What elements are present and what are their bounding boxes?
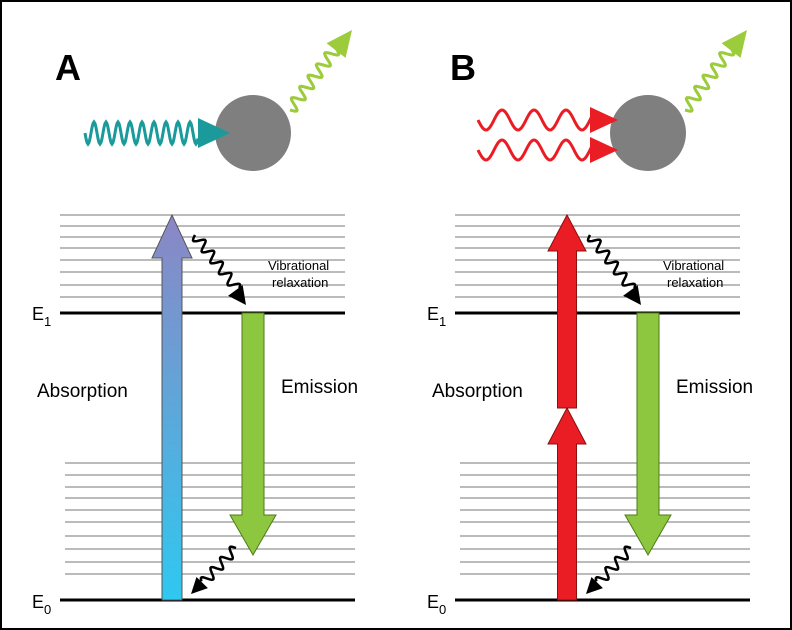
relaxation-label: relaxation <box>667 275 723 290</box>
relaxation-head <box>228 285 246 305</box>
panel-label: A <box>55 47 81 88</box>
level-label: E1 <box>32 304 51 329</box>
absorption-arrow <box>151 213 193 601</box>
relaxation-head <box>191 576 208 594</box>
emission-arrow <box>229 312 277 557</box>
emission-label: Emission <box>281 377 358 398</box>
level-subscript: 0 <box>439 602 446 617</box>
level-symbol: E <box>427 304 439 324</box>
relaxation-head <box>586 576 603 594</box>
molecule <box>215 95 291 171</box>
level-symbol: E <box>427 592 439 612</box>
incoming-photon-head <box>590 107 618 133</box>
relaxation-path <box>586 234 637 289</box>
level-symbol: E <box>32 592 44 612</box>
incoming-photon <box>476 138 594 162</box>
relaxation-label: relaxation <box>272 275 328 290</box>
level-label: E0 <box>32 592 51 617</box>
incoming-photon-head <box>198 118 230 148</box>
relaxation-label: Vibrational <box>268 258 329 273</box>
level-subscript: 1 <box>439 314 446 329</box>
incoming-photon-head <box>590 137 618 163</box>
absorption-label: Absorption <box>37 381 128 402</box>
molecule <box>610 95 686 171</box>
level-label: E0 <box>427 592 446 617</box>
incoming-photon <box>476 108 594 132</box>
level-label: E1 <box>427 304 446 329</box>
emitted-photon <box>684 47 736 113</box>
level-symbol: E <box>32 304 44 324</box>
relaxation-path <box>199 545 237 582</box>
emission-arrow <box>624 312 672 557</box>
level-subscript: 0 <box>44 602 51 617</box>
emitted-photon-head <box>326 30 352 58</box>
relaxation-path <box>594 545 632 582</box>
level-subscript: 1 <box>44 314 51 329</box>
absorption-label: Absorption <box>432 381 523 402</box>
relaxation-label: Vibrational <box>663 258 724 273</box>
absorption-arrow <box>547 406 587 601</box>
emitted-photon-head <box>721 30 747 58</box>
relaxation-head <box>623 285 641 305</box>
panel-label: B <box>450 47 476 88</box>
relaxation-path <box>191 234 242 289</box>
emission-label: Emission <box>676 377 753 398</box>
emitted-photon <box>289 47 341 113</box>
absorption-arrow <box>547 213 587 409</box>
incoming-photon <box>83 119 200 147</box>
